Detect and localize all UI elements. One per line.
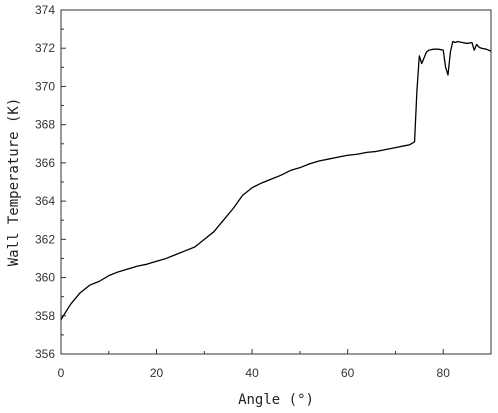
y-axis-ticks: 356 358 360 362 364 366 368 370 372 374 — [35, 3, 66, 361]
x-axis-title: Angle (°) — [238, 392, 314, 408]
y-tick-label: 358 — [35, 309, 55, 323]
series-line-0 — [60, 40, 492, 320]
y-tick-label: 366 — [35, 156, 55, 170]
y-tick-label: 372 — [35, 41, 55, 55]
y-tick-label: 364 — [35, 194, 55, 208]
y-tick-label: 374 — [35, 3, 55, 17]
y-tick-label: 356 — [35, 347, 55, 361]
y-tick-label: 362 — [35, 232, 55, 246]
x-tick-label: 80 — [437, 366, 451, 380]
x-tick-label: 20 — [150, 366, 164, 380]
x-tick-label: 60 — [341, 366, 355, 380]
y-tick-label: 360 — [35, 271, 55, 285]
x-tick-label: 0 — [58, 366, 65, 380]
x-axis-ticks: 0 20 40 60 80 — [58, 349, 451, 380]
y-tick-label: 370 — [35, 79, 55, 93]
y-axis-title: Wall Temperature (K) — [6, 98, 22, 267]
y-tick-label: 368 — [35, 118, 55, 132]
x-tick-label: 40 — [245, 366, 259, 380]
series-layer — [60, 40, 492, 320]
plot-frame — [60, 9, 492, 355]
